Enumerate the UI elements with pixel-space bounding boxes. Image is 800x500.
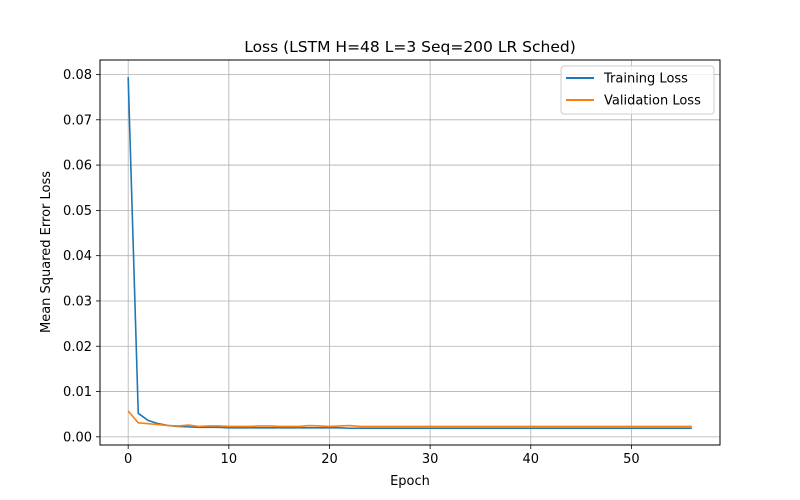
legend-validation-loss-label: Validation Loss <box>604 94 701 109</box>
series-lines <box>127 77 692 430</box>
y-tick-label: 0.02 <box>63 340 92 355</box>
y-axis-label: Mean Squared Error Loss <box>39 171 54 333</box>
y-tick-label: 0.05 <box>63 204 92 219</box>
y-tick-label: 0.07 <box>63 113 92 128</box>
chart-title: Loss (LSTM H=48 L=3 Seq=200 LR Sched) <box>244 38 576 56</box>
y-tick-label: 0.06 <box>63 159 92 174</box>
y-tick-label: 0.03 <box>63 294 92 309</box>
legend: Training Loss Validation Loss <box>560 65 715 115</box>
plot-frame <box>99 59 721 446</box>
x-tick-label: 0 <box>124 452 132 467</box>
training-loss-line <box>127 77 692 430</box>
y-axis-ticks: 0.00 0.01 0.02 0.03 0.04 0.05 0.06 0.07 0.08 <box>63 68 100 445</box>
x-tick-label: 40 <box>523 452 540 467</box>
y-tick-label: 0.08 <box>63 68 92 83</box>
x-tick-label: 10 <box>221 452 238 467</box>
x-axis-label: Epoch <box>390 474 430 489</box>
y-tick-label: 0.01 <box>63 385 92 400</box>
grid-lines <box>100 60 720 445</box>
legend-training-loss-label: Training Loss <box>603 72 688 87</box>
plot-area <box>100 60 720 445</box>
x-axis-ticks: 0 10 20 30 40 50 <box>124 445 640 467</box>
x-tick-label: 20 <box>321 452 338 467</box>
legend-box <box>560 65 715 115</box>
validation-loss-line <box>127 410 692 428</box>
x-tick-label: 50 <box>623 452 640 467</box>
y-tick-label: 0.00 <box>63 430 92 445</box>
x-tick-label: 30 <box>422 452 439 467</box>
y-tick-label: 0.04 <box>63 249 92 264</box>
